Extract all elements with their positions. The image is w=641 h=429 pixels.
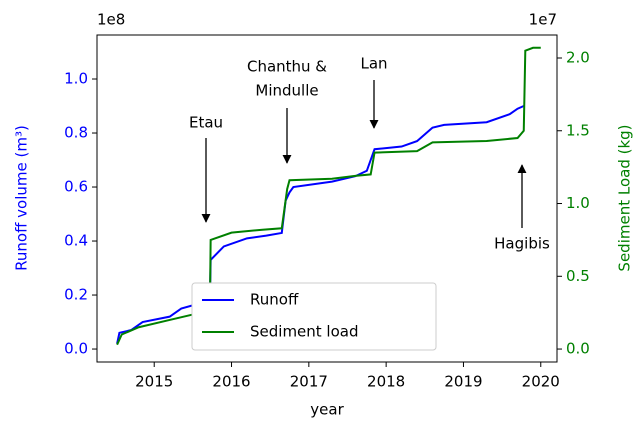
x-tick-label: 2015 (135, 373, 173, 391)
annotation: Lan (360, 55, 387, 73)
x-tick-label: 2018 (367, 373, 405, 391)
y-tick-label: 1.0 (64, 70, 88, 88)
y2-tick-label: 1.5 (566, 121, 590, 139)
y2-offset-label: 1e7 (529, 11, 557, 29)
y2-tick-label: 0.0 (566, 340, 590, 358)
legend-box (191, 282, 437, 351)
x-tick-label: 2019 (444, 373, 482, 391)
y-tick-label: 0.8 (64, 124, 88, 142)
y-offset-label: 1e8 (97, 11, 125, 29)
plot-frame (96, 34, 558, 363)
y-axis-label: Runoff volume (m³) (13, 125, 31, 271)
series-line (116, 105, 525, 344)
annotation: Hagibis (494, 235, 550, 253)
y2-axis-label: Sediment Load (kg) (616, 124, 634, 271)
y-tick-label: 0.0 (64, 340, 88, 358)
y-tick-label: 0.2 (64, 286, 88, 304)
x-tick-label: 2016 (212, 373, 250, 391)
annotation: Chanthu & (247, 58, 327, 76)
y2-tick-label: 0.5 (566, 267, 590, 285)
legend-label: Runoff (250, 291, 299, 309)
annotation: Mindulle (255, 82, 318, 100)
y2-tick-label: 2.0 (566, 48, 590, 66)
x-axis-label: year (310, 401, 344, 419)
y2-tick-label: 1.0 (566, 194, 590, 212)
y-tick-label: 0.4 (64, 232, 88, 250)
legend-label: Sediment load (250, 323, 359, 341)
y-tick-label: 0.6 (64, 178, 88, 196)
x-tick-label: 2020 (522, 373, 560, 391)
x-tick-label: 2017 (290, 373, 328, 391)
annotation: Etau (189, 114, 223, 132)
